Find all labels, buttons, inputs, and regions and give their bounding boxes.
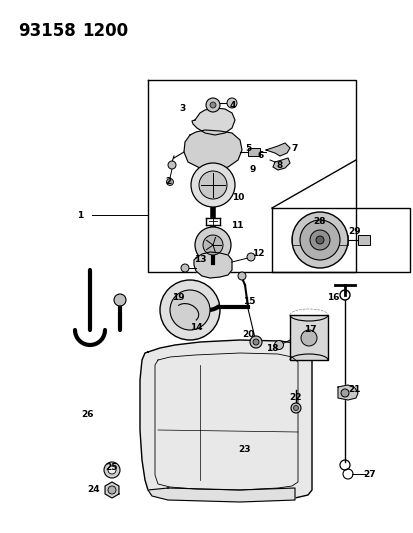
Text: 10: 10 bbox=[231, 193, 244, 203]
Circle shape bbox=[166, 179, 173, 185]
Circle shape bbox=[299, 220, 339, 260]
Circle shape bbox=[274, 341, 283, 350]
Text: 18: 18 bbox=[265, 344, 278, 353]
Text: 20: 20 bbox=[241, 330, 254, 340]
Text: 15: 15 bbox=[242, 297, 255, 306]
Text: 5: 5 bbox=[244, 143, 251, 152]
Text: 2: 2 bbox=[164, 177, 171, 187]
Bar bbox=[357, 235, 369, 245]
Circle shape bbox=[309, 230, 329, 250]
Text: 23: 23 bbox=[238, 446, 251, 455]
Circle shape bbox=[190, 163, 235, 207]
Polygon shape bbox=[105, 482, 119, 498]
Polygon shape bbox=[140, 340, 311, 500]
Polygon shape bbox=[266, 143, 289, 156]
Circle shape bbox=[290, 403, 300, 413]
Polygon shape bbox=[194, 252, 231, 278]
Circle shape bbox=[180, 264, 189, 272]
Text: 22: 22 bbox=[289, 393, 301, 402]
Text: 4: 4 bbox=[229, 101, 236, 109]
Text: 3: 3 bbox=[179, 103, 186, 112]
Polygon shape bbox=[337, 385, 357, 400]
Text: 7: 7 bbox=[291, 143, 297, 152]
Text: 17: 17 bbox=[303, 326, 316, 335]
Circle shape bbox=[195, 227, 230, 263]
Text: 1200: 1200 bbox=[82, 22, 128, 40]
Circle shape bbox=[226, 98, 236, 108]
Text: 19: 19 bbox=[171, 293, 184, 302]
Text: 16: 16 bbox=[326, 294, 338, 303]
Circle shape bbox=[159, 280, 219, 340]
Polygon shape bbox=[147, 488, 294, 502]
Text: 1: 1 bbox=[77, 211, 83, 220]
Circle shape bbox=[209, 102, 216, 108]
Text: 12: 12 bbox=[251, 248, 263, 257]
Text: 6: 6 bbox=[257, 150, 263, 159]
Polygon shape bbox=[192, 108, 235, 135]
Text: 26: 26 bbox=[81, 410, 94, 419]
Circle shape bbox=[202, 235, 223, 255]
Circle shape bbox=[206, 98, 219, 112]
Circle shape bbox=[315, 236, 323, 244]
Text: 21: 21 bbox=[348, 385, 361, 394]
Circle shape bbox=[247, 253, 254, 261]
Text: 13: 13 bbox=[193, 255, 206, 264]
Circle shape bbox=[249, 336, 261, 348]
Text: 9: 9 bbox=[249, 166, 256, 174]
Text: 27: 27 bbox=[363, 471, 375, 480]
Circle shape bbox=[108, 466, 116, 474]
Circle shape bbox=[237, 272, 245, 280]
Text: 8: 8 bbox=[276, 160, 282, 169]
Circle shape bbox=[291, 212, 347, 268]
Polygon shape bbox=[183, 130, 242, 170]
Text: 11: 11 bbox=[230, 221, 243, 230]
Polygon shape bbox=[272, 158, 289, 170]
Bar bbox=[247, 148, 259, 156]
Text: 25: 25 bbox=[105, 464, 118, 472]
Circle shape bbox=[300, 330, 316, 346]
Circle shape bbox=[170, 290, 209, 330]
Circle shape bbox=[199, 171, 226, 199]
Circle shape bbox=[114, 294, 126, 306]
Circle shape bbox=[293, 406, 298, 410]
Text: 93158: 93158 bbox=[18, 22, 76, 40]
Circle shape bbox=[168, 161, 176, 169]
Circle shape bbox=[340, 389, 348, 397]
Circle shape bbox=[108, 486, 116, 494]
Bar bbox=[289, 315, 327, 360]
Text: 29: 29 bbox=[348, 228, 361, 237]
Circle shape bbox=[104, 462, 120, 478]
Text: 14: 14 bbox=[189, 324, 202, 333]
Circle shape bbox=[252, 339, 259, 345]
Text: 24: 24 bbox=[88, 486, 100, 495]
Text: 28: 28 bbox=[313, 217, 325, 227]
